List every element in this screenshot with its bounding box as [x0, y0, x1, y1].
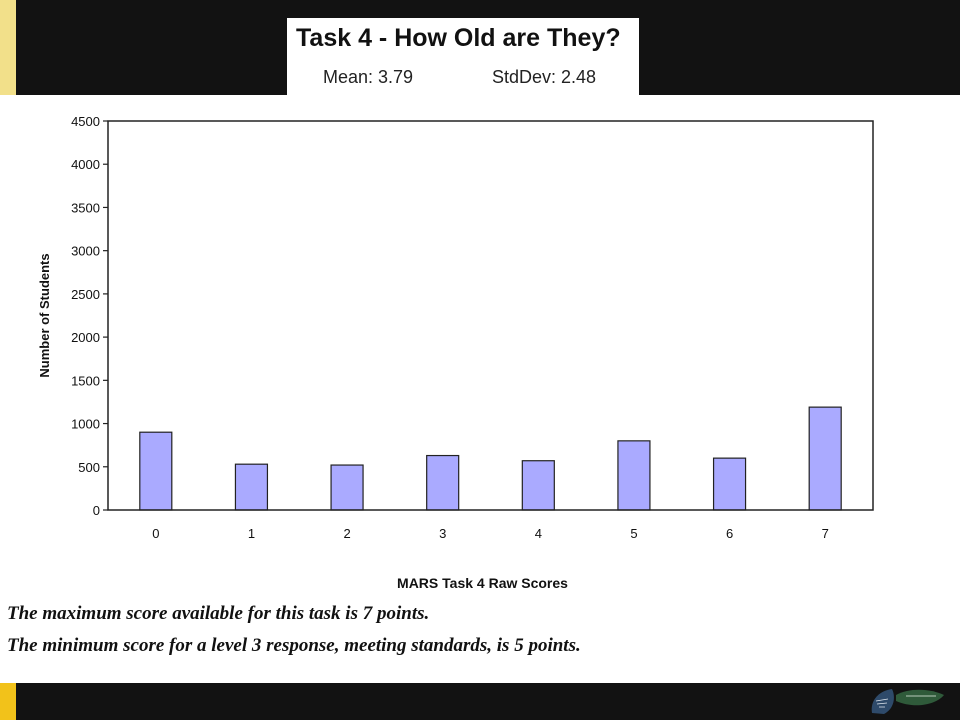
- bar-score-3: [426, 454, 460, 511]
- y-tick-label: 1500: [71, 373, 100, 388]
- y-tick-label: 2500: [71, 287, 100, 302]
- y-axis-label: Number of Students: [37, 253, 52, 377]
- title-box: Task 4 - How Old are They? Mean: 3.79 St…: [287, 18, 639, 95]
- y-tick-label: 2000: [71, 330, 100, 345]
- bar-score-5: [617, 440, 651, 511]
- x-tick-label: 3: [439, 526, 446, 541]
- footnote-min-score: The minimum score for a level 3 response…: [7, 635, 581, 656]
- y-tick-label: 3500: [71, 200, 100, 215]
- leaf-logo-icon: [871, 689, 944, 714]
- plot-frame: [107, 120, 874, 511]
- y-tick-label: 4000: [71, 157, 100, 172]
- mean-label: Mean: 3.79: [323, 67, 414, 87]
- chart-title: Task 4 - How Old are They?: [296, 24, 621, 52]
- bar-score-4: [521, 460, 555, 511]
- bottom-band: [0, 683, 960, 720]
- top-accent-stripe: [0, 0, 16, 95]
- bar-score-1: [234, 463, 269, 511]
- x-tick-label: 6: [726, 526, 733, 541]
- bar-score-6: [712, 457, 747, 511]
- y-tick-label: 1000: [71, 417, 100, 432]
- footnote-max-score: The maximum score available for this tas…: [7, 603, 430, 624]
- x-axis-label: MARS Task 4 Raw Scores: [397, 575, 568, 591]
- y-tick-label: 0: [93, 503, 100, 518]
- bars: [139, 406, 842, 511]
- x-tick-label: 5: [630, 526, 637, 541]
- y-tick-label: 3000: [71, 244, 100, 259]
- y-tick-label: 4500: [71, 114, 100, 129]
- x-tick-label: 0: [152, 526, 159, 541]
- bar-score-2: [330, 464, 364, 511]
- x-tick-label: 2: [343, 526, 350, 541]
- bar-score-7: [808, 406, 842, 511]
- x-tick-label: 1: [248, 526, 255, 541]
- bottom-accent-stripe: [0, 683, 16, 720]
- y-axis: 0 500 1000 1500 2000 2500 3000 3500 4000 4500: [71, 114, 108, 518]
- x-tick-label: 7: [822, 526, 829, 541]
- stddev-label: StdDev: 2.48: [492, 67, 597, 87]
- bar-score-0: [139, 431, 173, 511]
- bar-chart: 0 500 1000 1500 2000 2500 3000 3500 4000 4500 0 1 2…: [37, 114, 874, 591]
- x-axis: 0 1 2 3 4 5 6 7: [152, 526, 829, 541]
- x-tick-label: 4: [535, 526, 542, 541]
- y-tick-label: 500: [78, 460, 100, 475]
